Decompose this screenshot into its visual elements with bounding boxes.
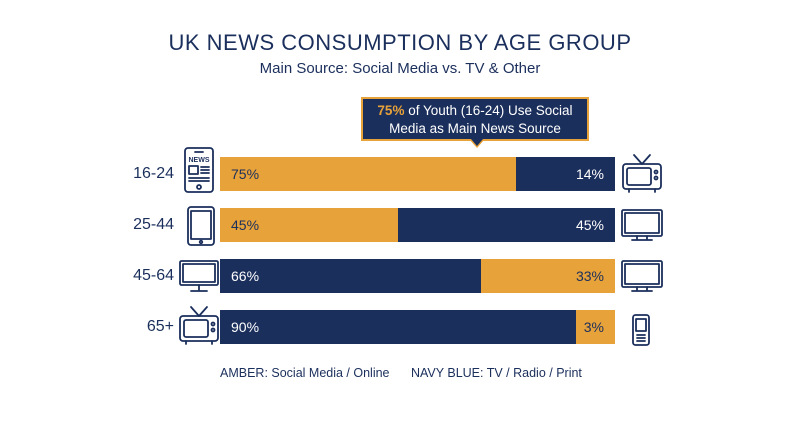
chart-title: UK NEWS CONSUMPTION BY AGE GROUP: [168, 30, 632, 55]
bar-social-media: [575, 310, 615, 344]
bar-data-label-left: 66%: [231, 268, 260, 284]
bar-row-45-64: 66% 33%: [220, 259, 615, 293]
bar-tv-radio-print: [220, 259, 481, 293]
callout-highlight: 75%: [377, 103, 405, 118]
legend-amber: AMBER: Social Media / Online: [220, 366, 390, 380]
retro-tv-icon: [178, 305, 220, 350]
bar-tv-radio-print: [397, 208, 615, 242]
legend-navy: NAVY BLUE: TV / Radio / Print: [411, 366, 582, 380]
bar-row-16-24: 75% 14%: [220, 157, 615, 191]
desktop-monitor-icon: [178, 259, 220, 298]
bar-row-65+: 90% 3%: [220, 310, 615, 344]
newspaper-phone-icon: NEWS: [183, 146, 215, 199]
chart-subtitle: Main Source: Social Media vs. TV & Other: [259, 60, 541, 77]
bar-data-label-right: 14%: [575, 166, 604, 182]
y-axis-tick-label: 45-64: [133, 267, 174, 284]
monitor-icon: [620, 208, 664, 247]
tablet-icon: [186, 205, 216, 252]
mobile-phone-icon: [631, 313, 651, 352]
callout-text-line2: Media as Main News Source: [389, 121, 561, 136]
callout-text-line1: of Youth (16-24) Use Social: [404, 103, 573, 118]
callout-pointer-inner: [471, 139, 483, 146]
svg-text:NEWS: NEWS: [189, 157, 210, 164]
callout-box: 75% of Youth (16-24) Use Social Media as…: [361, 97, 589, 141]
retro-tv-icon: [621, 153, 663, 198]
bar-tv-radio-print: [516, 157, 615, 191]
bar-social-media: [220, 208, 398, 242]
bar-social-media: [220, 157, 517, 191]
monitor-icon: [620, 259, 664, 298]
bar-row-25-44: 45% 45%: [220, 208, 615, 242]
bar-data-label-left: 45%: [231, 217, 260, 233]
y-axis-tick-label: 65+: [146, 318, 174, 335]
bar-data-label-left: 75%: [231, 166, 260, 182]
bar-data-label-left: 90%: [231, 319, 260, 335]
y-axis-tick-label: 25-44: [133, 216, 174, 233]
bar-data-label-right: 3%: [583, 319, 604, 335]
bar-tv-radio-print: [220, 310, 576, 344]
bar-social-media: [480, 259, 615, 293]
bar-data-label-right: 33%: [575, 268, 604, 284]
y-axis-tick-label: 16-24: [133, 165, 174, 182]
bar-data-label-right: 45%: [575, 217, 604, 233]
